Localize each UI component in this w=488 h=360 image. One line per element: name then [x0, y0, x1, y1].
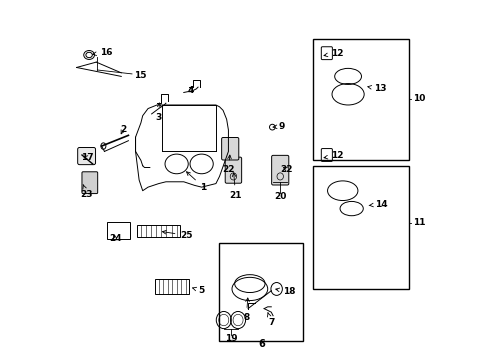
FancyBboxPatch shape	[82, 172, 98, 194]
Text: 17: 17	[81, 153, 93, 162]
Text: 25: 25	[162, 230, 192, 240]
Text: 1: 1	[186, 172, 206, 192]
Text: 24: 24	[109, 234, 121, 243]
Text: 12: 12	[324, 151, 343, 160]
Text: 11: 11	[412, 219, 425, 228]
Text: 16: 16	[93, 48, 112, 57]
Text: 10: 10	[412, 94, 425, 103]
Text: 12: 12	[324, 49, 343, 58]
Text: 3: 3	[155, 103, 162, 122]
Text: 19: 19	[224, 334, 237, 343]
Text: 22: 22	[222, 155, 234, 175]
Text: 15: 15	[134, 71, 147, 80]
Text: 7: 7	[267, 313, 274, 327]
Text: 6: 6	[257, 339, 264, 349]
Bar	[107, 222, 130, 239]
FancyBboxPatch shape	[271, 156, 288, 185]
Bar	[313, 39, 408, 160]
Bar	[137, 225, 180, 237]
Text: 20: 20	[273, 192, 286, 201]
FancyBboxPatch shape	[78, 148, 95, 165]
Text: 13: 13	[367, 84, 386, 93]
Text: 18: 18	[275, 287, 295, 296]
Text: 14: 14	[368, 200, 386, 209]
Text: 23: 23	[80, 184, 93, 199]
Bar	[313, 166, 408, 289]
Bar	[155, 279, 189, 294]
Text: 8: 8	[243, 298, 249, 322]
Text: 4: 4	[187, 86, 194, 95]
Text: 2: 2	[120, 126, 126, 135]
Text: 5: 5	[192, 286, 204, 295]
Text: 9: 9	[272, 122, 285, 131]
Text: 22: 22	[280, 165, 292, 174]
FancyBboxPatch shape	[225, 157, 241, 183]
Bar	[218, 243, 303, 341]
FancyBboxPatch shape	[221, 138, 238, 160]
Text: 21: 21	[229, 173, 242, 199]
